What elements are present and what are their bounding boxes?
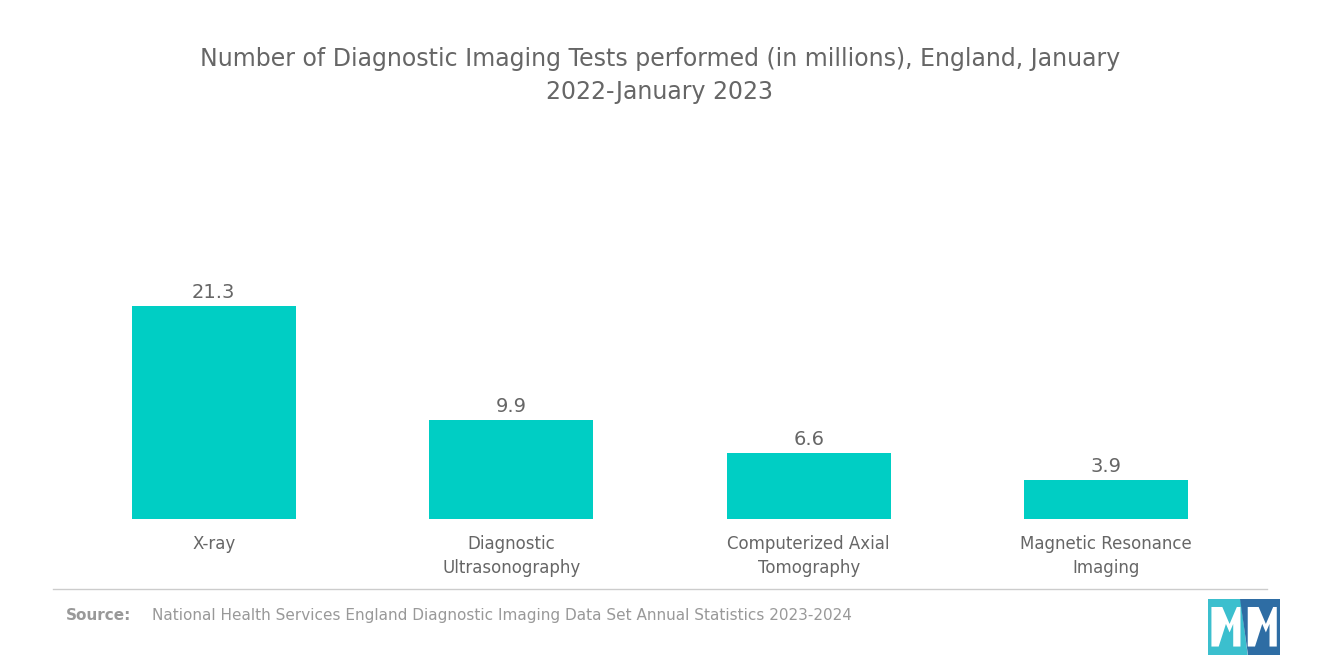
Text: Number of Diagnostic Imaging Tests performed (in millions), England, January
202: Number of Diagnostic Imaging Tests perfo… xyxy=(199,47,1121,104)
Text: 3.9: 3.9 xyxy=(1090,457,1122,476)
Polygon shape xyxy=(1208,598,1247,655)
Text: 6.6: 6.6 xyxy=(793,430,824,449)
Bar xyxy=(727,453,891,519)
Text: 21.3: 21.3 xyxy=(193,283,235,302)
Bar xyxy=(1024,480,1188,519)
Text: National Health Services England Diagnostic Imaging Data Set Annual Statistics 2: National Health Services England Diagnos… xyxy=(152,608,851,624)
Polygon shape xyxy=(1247,607,1276,646)
Text: Source:: Source: xyxy=(66,608,132,624)
Polygon shape xyxy=(1241,598,1280,655)
Bar xyxy=(132,306,296,519)
Bar xyxy=(429,420,593,519)
Text: 9.9: 9.9 xyxy=(496,397,527,416)
Polygon shape xyxy=(1212,607,1241,646)
